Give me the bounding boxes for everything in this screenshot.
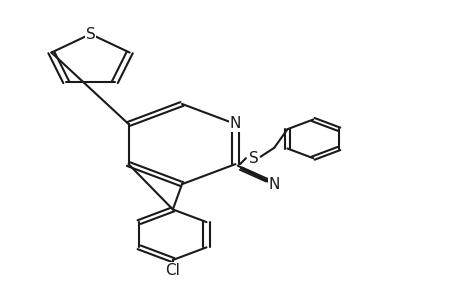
Text: N: N bbox=[229, 116, 241, 131]
Text: S: S bbox=[85, 27, 95, 42]
Text: Cl: Cl bbox=[165, 263, 180, 278]
Text: N: N bbox=[268, 177, 280, 192]
Text: S: S bbox=[248, 151, 258, 166]
